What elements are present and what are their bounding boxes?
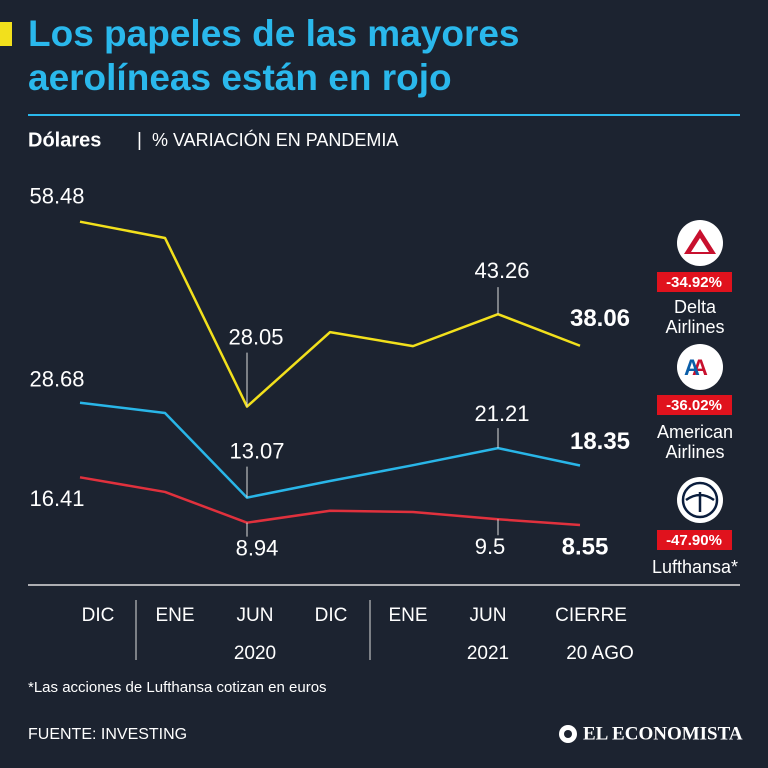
value-label: 58.48 [29, 184, 84, 209]
series-line [79, 476, 581, 527]
value-label: 9.5 [475, 534, 506, 559]
series-line [79, 220, 581, 408]
change-label: -47.90% [666, 532, 722, 549]
group-label: 2021 [467, 643, 509, 664]
subtitle: % VARIACIÓN EN PANDEMIA [152, 129, 398, 150]
accent-bar [0, 22, 12, 46]
unit: Dólares [28, 129, 101, 151]
x-tick-label: ENE [388, 605, 427, 626]
x-tick-label: ENE [155, 605, 194, 626]
change-label: -34.92% [666, 274, 722, 291]
title: Los papeles de las mayores aerolíneas es… [28, 13, 520, 98]
x-tick-label: DIC [82, 605, 115, 626]
change-badge [657, 530, 732, 550]
group-label: 2020 [234, 643, 276, 664]
legend-entry: Lufthansa* [651, 557, 739, 577]
x-tick-label: JUN [237, 605, 274, 626]
value-label: 28.68 [29, 367, 84, 392]
change-badge [657, 395, 732, 415]
value-label: 18.35 [570, 428, 630, 455]
american-logo: A A [677, 344, 723, 390]
svg-text:A: A [684, 355, 700, 380]
separator: | [137, 130, 142, 151]
value-label: 43.26 [474, 258, 529, 283]
value-label: 21.21 [474, 401, 529, 426]
value-label: 16.41 [29, 486, 84, 511]
value-label: 28.05 [228, 324, 283, 349]
value-label: 8.55 [562, 533, 609, 560]
value-label: 38.06 [570, 305, 630, 332]
legend-entry: American Airlines [656, 422, 734, 462]
brand: EL ECONOMISTA [583, 723, 743, 744]
x-tick-label: CIERRE [555, 605, 627, 626]
footnote: *Las acciones de Lufthansa cotizan en eu… [28, 679, 327, 696]
source: FUENTE: INVESTING [28, 726, 187, 743]
lufthansa-logo [677, 477, 723, 523]
svg-text:A: A [692, 355, 708, 380]
change-badge [657, 272, 732, 292]
delta-logo [677, 220, 723, 266]
group-label: 20 AGO [566, 643, 634, 664]
value-label: 8.94 [236, 535, 279, 560]
x-tick-label: JUN [470, 605, 507, 626]
value-label: 13.07 [229, 438, 284, 463]
x-tick-label: DIC [315, 605, 348, 626]
change-label: -36.02% [666, 397, 722, 414]
legend-entry: Delta Airlines [665, 297, 725, 337]
brand-icon [564, 730, 572, 738]
